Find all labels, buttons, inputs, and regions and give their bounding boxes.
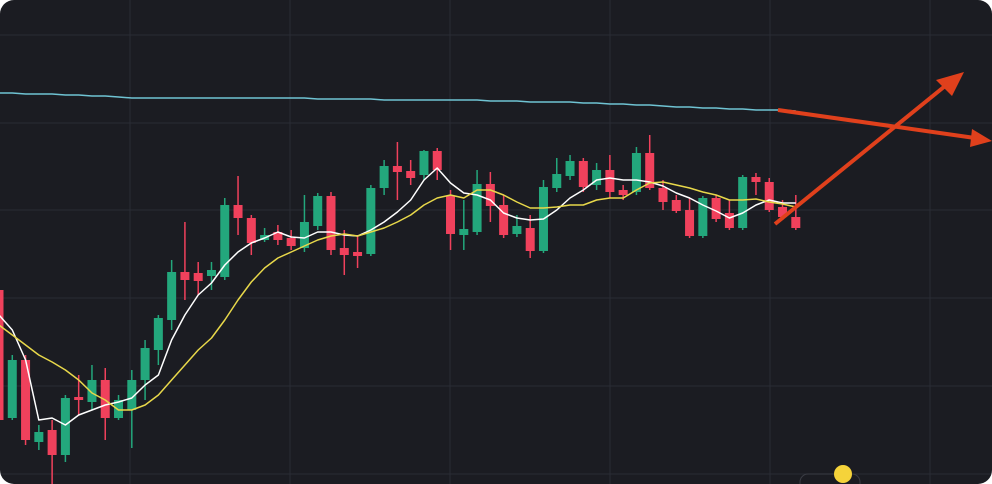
candle-body — [273, 232, 283, 240]
candle-body — [618, 190, 628, 195]
candle-body — [485, 184, 495, 206]
candle-body — [698, 198, 708, 236]
indicator-dot[interactable] — [834, 465, 852, 483]
candle-body — [764, 182, 774, 210]
ma-line — [0, 167, 796, 426]
candle-body — [87, 380, 97, 402]
candle-body — [392, 166, 402, 172]
candle-body — [446, 196, 456, 234]
candle-body — [366, 188, 376, 254]
candle-body — [286, 238, 296, 246]
candle-body — [127, 380, 137, 410]
candle-body — [552, 174, 562, 188]
candle-body — [7, 360, 17, 418]
candle-body — [339, 248, 349, 255]
candle-body — [791, 217, 801, 228]
candle-body — [432, 151, 442, 170]
candle-body — [100, 380, 110, 418]
candle-body — [778, 207, 788, 217]
candle-body — [751, 177, 761, 182]
candle-body — [233, 205, 243, 218]
candle-body — [114, 400, 124, 418]
scroll-handle[interactable] — [799, 473, 861, 484]
arrow-head — [970, 129, 992, 147]
arrow-line — [777, 108, 976, 140]
candle-body — [21, 360, 31, 440]
candle-body — [419, 151, 429, 175]
candle-body — [220, 205, 230, 277]
arrow-head — [936, 72, 964, 96]
candle-body — [565, 161, 575, 176]
candle-body — [724, 213, 734, 228]
annotation-arrows — [773, 72, 992, 226]
candle-body — [206, 270, 216, 276]
candle-body — [658, 188, 668, 202]
candle-body — [685, 210, 695, 236]
candle-body — [353, 252, 363, 256]
candle-body — [34, 432, 44, 442]
candle-body — [406, 171, 416, 178]
ma-line — [0, 92, 796, 112]
candle-body — [738, 177, 748, 228]
candle-body — [60, 398, 70, 455]
candle-body — [605, 170, 615, 192]
candle-body — [459, 229, 469, 235]
candle-body — [671, 200, 681, 211]
candle-body — [153, 318, 163, 350]
candle-body — [74, 397, 84, 400]
candle-body — [645, 153, 655, 188]
candle-body — [326, 196, 336, 250]
arrow-line — [773, 80, 952, 226]
candle-body — [299, 222, 309, 248]
plot — [0, 34, 992, 484]
candle-body — [592, 170, 602, 185]
candle-body — [512, 226, 522, 234]
candle-body — [472, 184, 482, 232]
candle-body — [0, 290, 4, 420]
candle-body — [47, 430, 57, 455]
candle-body — [167, 272, 177, 320]
candle-body — [631, 153, 641, 192]
candle-body — [313, 196, 323, 226]
candle-body — [379, 166, 389, 188]
candle-body — [525, 228, 535, 251]
candle-body — [711, 198, 721, 219]
candle-body — [246, 218, 256, 243]
candle-body — [140, 348, 150, 380]
candle-body — [499, 205, 509, 235]
candle-body — [578, 161, 588, 187]
ma-line — [0, 181, 796, 411]
candle-body — [193, 273, 203, 281]
candle-body — [180, 272, 190, 280]
